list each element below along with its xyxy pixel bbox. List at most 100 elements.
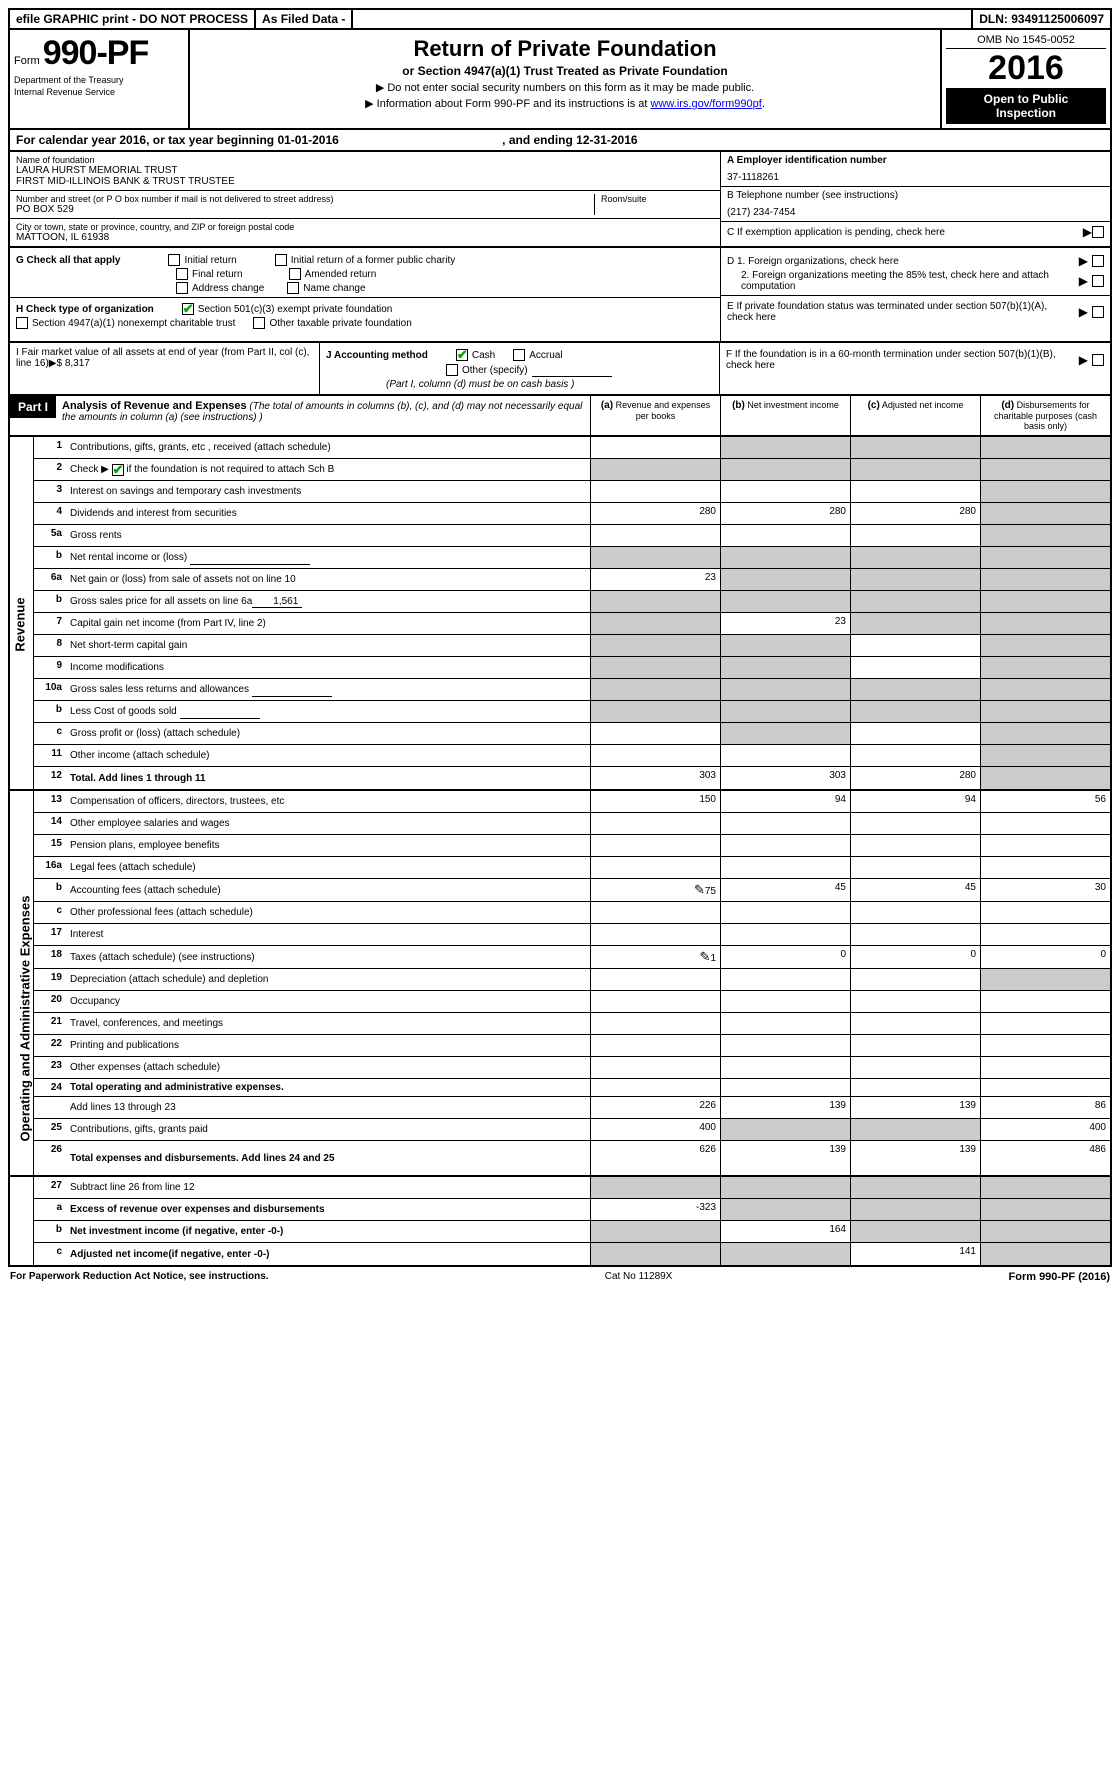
4947-checkbox[interactable] <box>16 317 28 329</box>
l4-c: 280 <box>850 503 980 524</box>
f-section: F If the foundation is in a 60-month ter… <box>720 343 1110 394</box>
l12-c: 280 <box>850 767 980 789</box>
l19-desc: Depreciation (attach schedule) and deple… <box>66 969 590 990</box>
l12-a: 303 <box>590 767 720 789</box>
f-checkbox[interactable] <box>1092 354 1104 366</box>
form-title: Return of Private Foundation <box>196 36 934 62</box>
g6-label: Name change <box>303 283 365 294</box>
e-checkbox[interactable] <box>1092 306 1104 318</box>
g2-label: Initial return of a former public charit… <box>291 255 456 266</box>
exemption-row: C If exemption application is pending, c… <box>721 222 1110 242</box>
accrual-checkbox[interactable] <box>513 349 525 361</box>
l6b-value: 1,561 <box>252 596 302 608</box>
l17-desc: Interest <box>66 924 590 945</box>
l5a-desc: Gross rents <box>66 525 590 546</box>
net-table: 27Subtract line 26 from line 12 aExcess … <box>8 1177 1112 1267</box>
l27-desc: Subtract line 26 from line 12 <box>66 1177 590 1198</box>
checks-block: G Check all that apply Initial return In… <box>8 248 1112 343</box>
e-label: E If private foundation status was termi… <box>727 301 1075 323</box>
h2-label: Section 4947(a)(1) nonexempt charitable … <box>32 318 235 329</box>
l10a-desc: Gross sales less returns and allowances <box>66 679 590 700</box>
asfiled-label: As Filed Data - <box>256 10 353 28</box>
name-row: Name of foundation LAURA HURST MEMORIAL … <box>10 152 720 191</box>
l18-d: 0 <box>980 946 1110 968</box>
topbar: efile GRAPHIC print - DO NOT PROCESS As … <box>8 8 1112 30</box>
part1-header: Part I Analysis of Revenue and Expenses … <box>8 396 1112 437</box>
l27c-desc: Adjusted net income(if negative, enter -… <box>66 1243 590 1265</box>
attach-icon[interactable]: ✎ <box>694 949 710 965</box>
other-specify-input[interactable] <box>532 363 612 377</box>
omb-number: OMB No 1545-0052 <box>946 34 1106 49</box>
foundation-name2: FIRST MID-ILLINOIS BANK & TRUST TRUSTEE <box>16 176 714 187</box>
city-value: MATTOON, IL 61938 <box>16 232 714 243</box>
l11-desc: Other income (attach schedule) <box>66 745 590 766</box>
exemption-checkbox[interactable] <box>1092 226 1104 238</box>
form-subtitle: or Section 4947(a)(1) Trust Treated as P… <box>196 64 934 78</box>
l18-b: 0 <box>720 946 850 968</box>
j-label: J Accounting method <box>326 350 428 361</box>
initial-return-checkbox[interactable] <box>168 254 180 266</box>
instructions-link[interactable]: www.irs.gov/form990pf <box>651 98 762 110</box>
arrow-icon: ▶ <box>1079 254 1088 268</box>
attach-icon[interactable]: ✎ <box>689 882 705 898</box>
other-taxable-checkbox[interactable] <box>253 317 265 329</box>
d1-checkbox[interactable] <box>1092 255 1104 267</box>
l16a-desc: Legal fees (attach schedule) <box>66 857 590 878</box>
revenue-side-label: Revenue <box>10 437 34 789</box>
g-label: G Check all that apply <box>16 255 120 266</box>
l27a-a: -323 <box>590 1199 720 1220</box>
table-row: cAdjusted net income(if negative, enter … <box>34 1243 1110 1265</box>
arrow-icon: ▶ <box>1079 353 1088 367</box>
d2-checkbox[interactable] <box>1092 275 1104 287</box>
l25-desc: Contributions, gifts, grants paid <box>66 1119 590 1140</box>
e-row: E If private foundation status was termi… <box>727 301 1104 323</box>
address-change-checkbox[interactable] <box>176 282 188 294</box>
other-method-checkbox[interactable] <box>446 364 458 376</box>
schb-checkbox[interactable] <box>112 464 124 476</box>
g4-label: Amended return <box>305 269 377 280</box>
table-row: cGross profit or (loss) (attach schedule… <box>34 723 1110 745</box>
revenue-table: Revenue 1Contributions, gifts, grants, e… <box>8 437 1112 791</box>
table-row: 8Net short-term capital gain <box>34 635 1110 657</box>
amended-checkbox[interactable] <box>289 268 301 280</box>
city-row: City or town, state or province, country… <box>10 219 720 246</box>
col-a-head: (a) (a) Revenue and expenses per booksRe… <box>590 396 720 435</box>
open-public-badge: Open to Public Inspection <box>946 88 1106 124</box>
501c3-checkbox[interactable] <box>182 303 194 315</box>
l18-c: 0 <box>850 946 980 968</box>
l24-desc: Total operating and administrative expen… <box>66 1079 590 1096</box>
ein-value: 37-1118261 <box>727 172 1104 183</box>
table-row: 17Interest <box>34 924 1110 946</box>
form-ref: Form 990-PF (2016) <box>1009 1271 1111 1283</box>
l26-desc: Total expenses and disbursements. Add li… <box>66 1141 590 1175</box>
fmv-left: I Fair market value of all assets at end… <box>10 343 320 394</box>
street-address: PO BOX 529 <box>16 204 594 215</box>
dln: DLN: 93491125006097 <box>973 10 1110 28</box>
open2: Inspection <box>950 106 1102 120</box>
name-change-checkbox[interactable] <box>287 282 299 294</box>
initial-former-checkbox[interactable] <box>275 254 287 266</box>
j-note: (Part I, column (d) must be on cash basi… <box>386 379 713 390</box>
l7-b: 23 <box>720 613 850 634</box>
table-row: bNet investment income (if negative, ent… <box>34 1221 1110 1243</box>
f-label: F If the foundation is in a 60-month ter… <box>726 349 1075 371</box>
table-row: 27Subtract line 26 from line 12 <box>34 1177 1110 1199</box>
table-row: 20Occupancy <box>34 991 1110 1013</box>
g1-label: Initial return <box>184 255 236 266</box>
table-row: 3Interest on savings and temporary cash … <box>34 481 1110 503</box>
l16b-a: ✎75 <box>590 879 720 901</box>
entity-info: Name of foundation LAURA HURST MEMORIAL … <box>8 152 1112 248</box>
address-row: Number and street (or P O box number if … <box>10 191 720 219</box>
l16b-d: 30 <box>980 879 1110 901</box>
open1: Open to Public <box>950 92 1102 106</box>
header-left: Form 990-PF Department of the Treasury I… <box>10 30 190 128</box>
part-label: Part I <box>10 396 56 418</box>
l24-a: 226 <box>590 1097 720 1118</box>
final-return-checkbox[interactable] <box>176 268 188 280</box>
cash-checkbox[interactable] <box>456 349 468 361</box>
d2-row: 2. Foreign organizations meeting the 85%… <box>741 270 1104 292</box>
ein-row: A Employer identification number 37-1118… <box>721 152 1110 187</box>
l6b-desc: Gross sales price for all assets on line… <box>66 591 590 612</box>
note-ssn: ▶ Do not enter social security numbers o… <box>196 81 934 94</box>
l24b-desc: Add lines 13 through 23 <box>66 1097 590 1118</box>
